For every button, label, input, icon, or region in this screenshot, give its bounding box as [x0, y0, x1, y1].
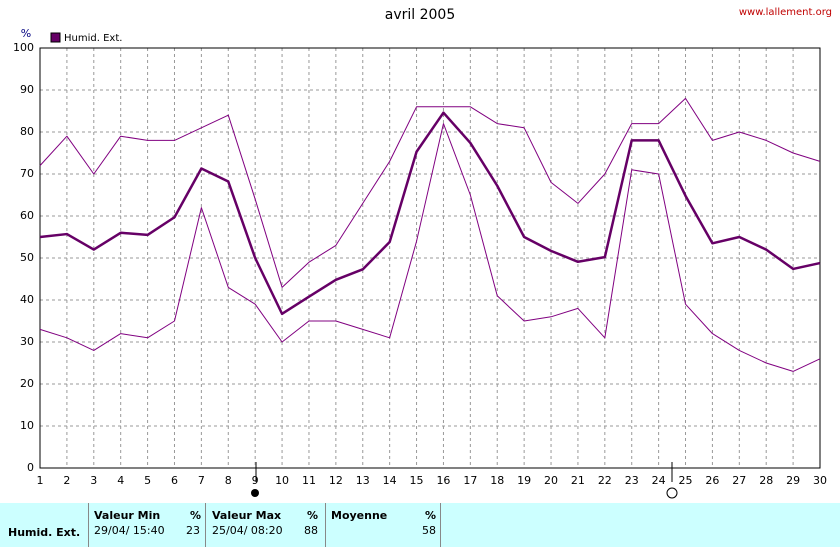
row-label: Humid. Ext. [8, 526, 81, 539]
y-tick-label: 100 [13, 41, 34, 54]
x-tick-label: 6 [171, 474, 178, 487]
x-tick-label: 13 [356, 474, 370, 487]
x-tick-label: 7 [198, 474, 205, 487]
legend-label: Humid. Ext. [64, 33, 122, 44]
header: Valeur Max [212, 509, 282, 522]
y-tick-label: 30 [20, 335, 34, 348]
header: % [190, 509, 202, 522]
line [39, 97, 821, 288]
x-tick-label: 2 [63, 474, 70, 487]
x-tick-label: 29 [786, 474, 800, 487]
x-tick-label: 4 [117, 474, 124, 487]
x-tick-label: 28 [759, 474, 773, 487]
y-tick-label: 60 [20, 209, 34, 222]
x-tick-label: 9 [252, 474, 259, 487]
x-tick-label: 17 [463, 474, 477, 487]
x-tick-label: 21 [571, 474, 585, 487]
x-tick-label: 5 [144, 474, 151, 487]
x-tick-label: 8 [225, 474, 232, 487]
source: www.lallement.org [739, 7, 832, 18]
y-axis-label: % [21, 27, 31, 40]
y-tick-label: 50 [20, 251, 34, 264]
x-tick-label: 11 [302, 474, 316, 487]
min-marker [251, 489, 259, 497]
chart: avril 2005 www.lallement.org % 0 10 20 30 40… [13, 7, 832, 499]
x-tick-label: 26 [705, 474, 719, 487]
x-tick-label: 22 [598, 474, 612, 487]
x-tick-label: 3 [90, 474, 97, 487]
divider [325, 503, 326, 547]
x-tick-label: 30 [813, 474, 827, 487]
x-tick-label: 19 [517, 474, 531, 487]
x-tick-label: 12 [329, 474, 343, 487]
y-tick-label: 80 [20, 125, 34, 138]
x-tick-label: 23 [625, 474, 639, 487]
divider [205, 503, 206, 547]
y-tick-label: 70 [20, 167, 34, 180]
x-tick-label: 25 [679, 474, 693, 487]
x-tick-label: 15 [410, 474, 424, 487]
header: % [425, 509, 437, 522]
cell: 25/04/ 08:20 [212, 524, 283, 537]
y-tick-label: 0 [27, 461, 34, 474]
chart-title: avril 2005 [385, 7, 455, 23]
max-marker [666, 487, 678, 499]
x-tick-label: 10 [275, 474, 289, 487]
line [39, 123, 821, 372]
line [39, 111, 821, 316]
plot-border [39, 47, 821, 469]
cell: 88 [304, 524, 318, 537]
cell: 58 [422, 524, 436, 537]
x-tick-label: 20 [544, 474, 558, 487]
x-tick-label: 18 [490, 474, 504, 487]
x-tick-label: 27 [732, 474, 746, 487]
y-tick-label: 10 [20, 419, 34, 432]
divider [440, 503, 441, 547]
y-tick-label: 40 [20, 293, 34, 306]
y-tick-label: 20 [20, 377, 34, 390]
x-tick-label: 16 [436, 474, 450, 487]
divider [88, 503, 89, 547]
cell: 23 [186, 524, 200, 537]
x-tick-label: 1 [37, 474, 44, 487]
y-tick-label: 90 [20, 83, 34, 96]
stats-table: Valeur Min % Valeur Max % Moyenne % Humi… [0, 503, 840, 547]
header: % [307, 509, 319, 522]
header: Moyenne [331, 509, 388, 522]
x-tick-label: 24 [652, 474, 666, 487]
header: Valeur Min [94, 509, 161, 522]
x-tick-label: 14 [383, 474, 397, 487]
legend-swatch [50, 32, 61, 43]
cell: 29/04/ 15:40 [94, 524, 165, 537]
